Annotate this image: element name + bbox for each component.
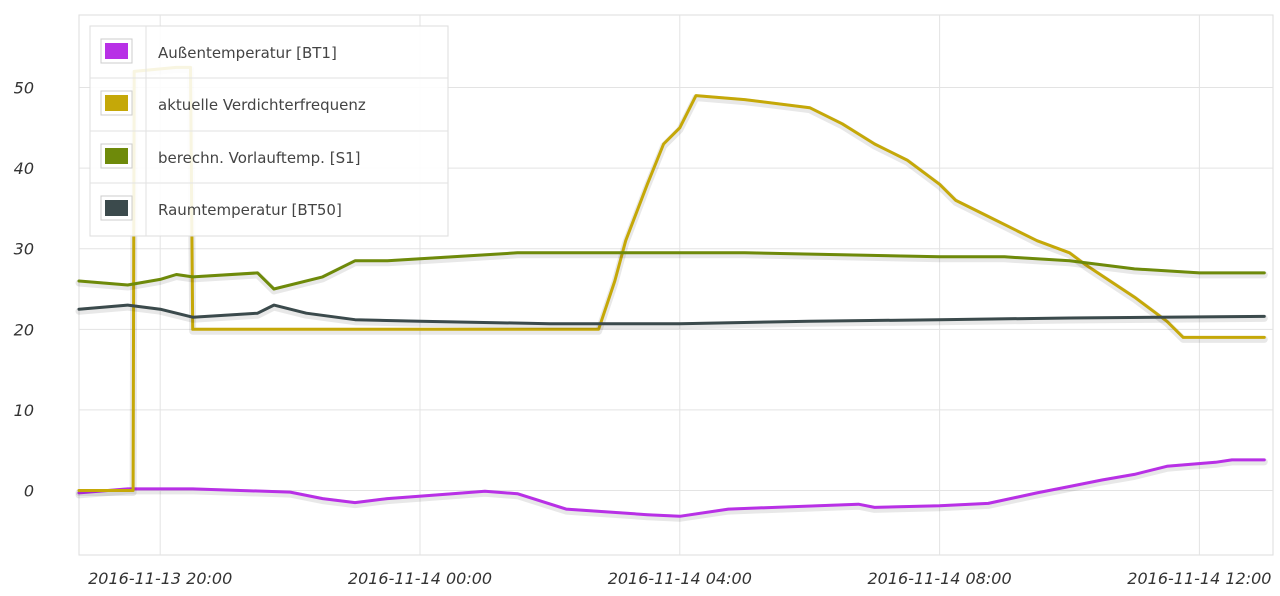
- legend-swatch-color: [105, 43, 128, 59]
- legend-swatch-color: [105, 95, 128, 111]
- y-tick-label: 30: [14, 240, 34, 259]
- series-line-shadow: [75, 251, 1268, 295]
- x-tick-label: 2016-11-14 04:00: [608, 569, 752, 588]
- legend-label: Raumtemperatur [BT50]: [158, 201, 342, 219]
- legend-item[interactable]: Außentemperatur [BT1]: [100, 38, 337, 64]
- series-line-shadow: [75, 458, 1268, 522]
- series-line-shadow: [75, 303, 1268, 330]
- series-line-path-4: [77, 303, 1266, 326]
- series-line-path-3: [77, 251, 1266, 291]
- legend-item[interactable]: berechn. Vorlauftemp. [S1]: [100, 143, 361, 169]
- legend: Außentemperatur [BT1] aktuelle Verdichte…: [89, 25, 449, 237]
- x-tick-label: 2016-11-14 12:00: [1127, 569, 1271, 588]
- y-axis-ticks: 0 10 20 30 40 50: [14, 79, 34, 501]
- legend-swatch-color: [105, 200, 128, 216]
- series-line-path-1: [77, 458, 1266, 518]
- x-tick-label: 2016-11-14 08:00: [867, 569, 1011, 588]
- legend-label: berechn. Vorlauftemp. [S1]: [158, 149, 361, 167]
- x-axis-ticks: 2016-11-13 20:00 2016-11-14 00:00 2016-11-…: [88, 569, 1271, 588]
- series-line: [75, 303, 1268, 330]
- x-tick-label: 2016-11-13 20:00: [88, 569, 232, 588]
- legend-item[interactable]: aktuelle Verdichterfrequenz: [100, 90, 366, 116]
- y-tick-label: 20: [14, 320, 34, 339]
- y-tick-label: 0: [24, 482, 34, 501]
- series-line: [75, 251, 1268, 295]
- legend-label: aktuelle Verdichterfrequenz: [158, 96, 366, 114]
- legend-label: Außentemperatur [BT1]: [158, 44, 337, 62]
- y-tick-label: 40: [14, 159, 34, 178]
- series-line: [75, 458, 1268, 522]
- y-tick-label: 50: [14, 79, 34, 98]
- legend-swatch-color: [105, 148, 128, 164]
- x-tick-label: 2016-11-14 00:00: [348, 569, 492, 588]
- legend-item[interactable]: Raumtemperatur [BT50]: [100, 195, 342, 221]
- y-tick-label: 10: [14, 401, 34, 420]
